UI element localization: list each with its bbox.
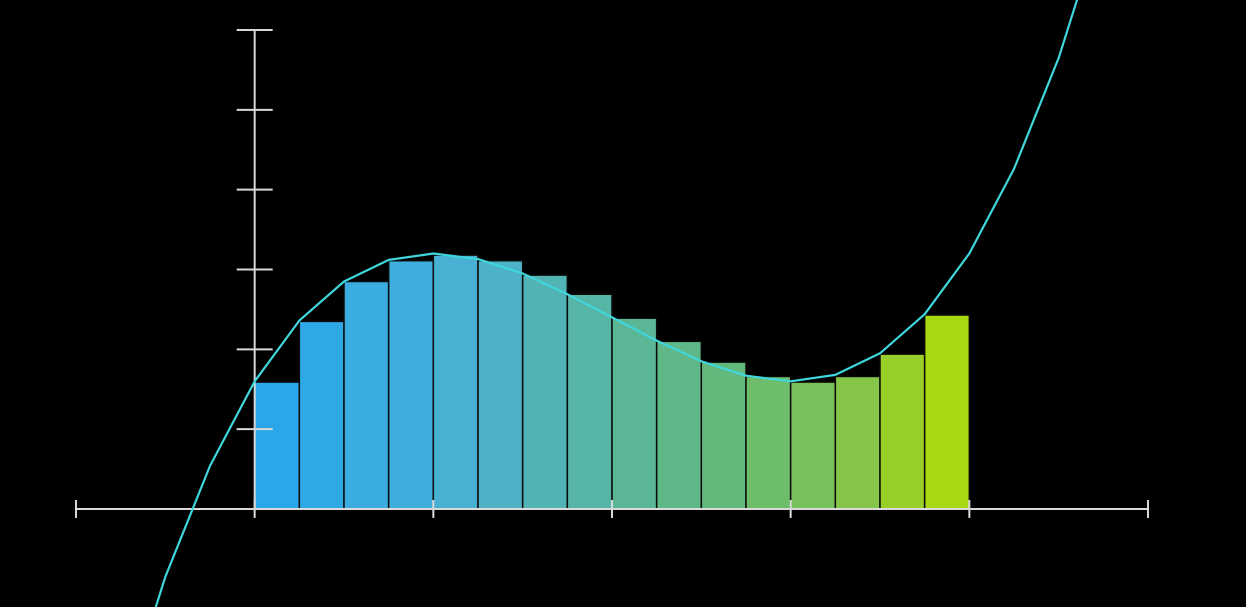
bar xyxy=(745,375,792,510)
bar xyxy=(343,280,390,510)
bar xyxy=(566,293,613,510)
bar xyxy=(789,381,837,510)
bar xyxy=(611,317,658,510)
bar xyxy=(655,340,703,510)
bar xyxy=(923,314,971,510)
curve xyxy=(154,0,1079,607)
bar xyxy=(387,259,435,510)
bar xyxy=(477,259,524,510)
bar xyxy=(834,375,881,510)
bar xyxy=(879,353,926,510)
bar xyxy=(253,381,301,510)
bar xyxy=(521,274,569,510)
bar xyxy=(700,361,747,510)
bar xyxy=(432,254,479,510)
bar xyxy=(298,320,345,510)
